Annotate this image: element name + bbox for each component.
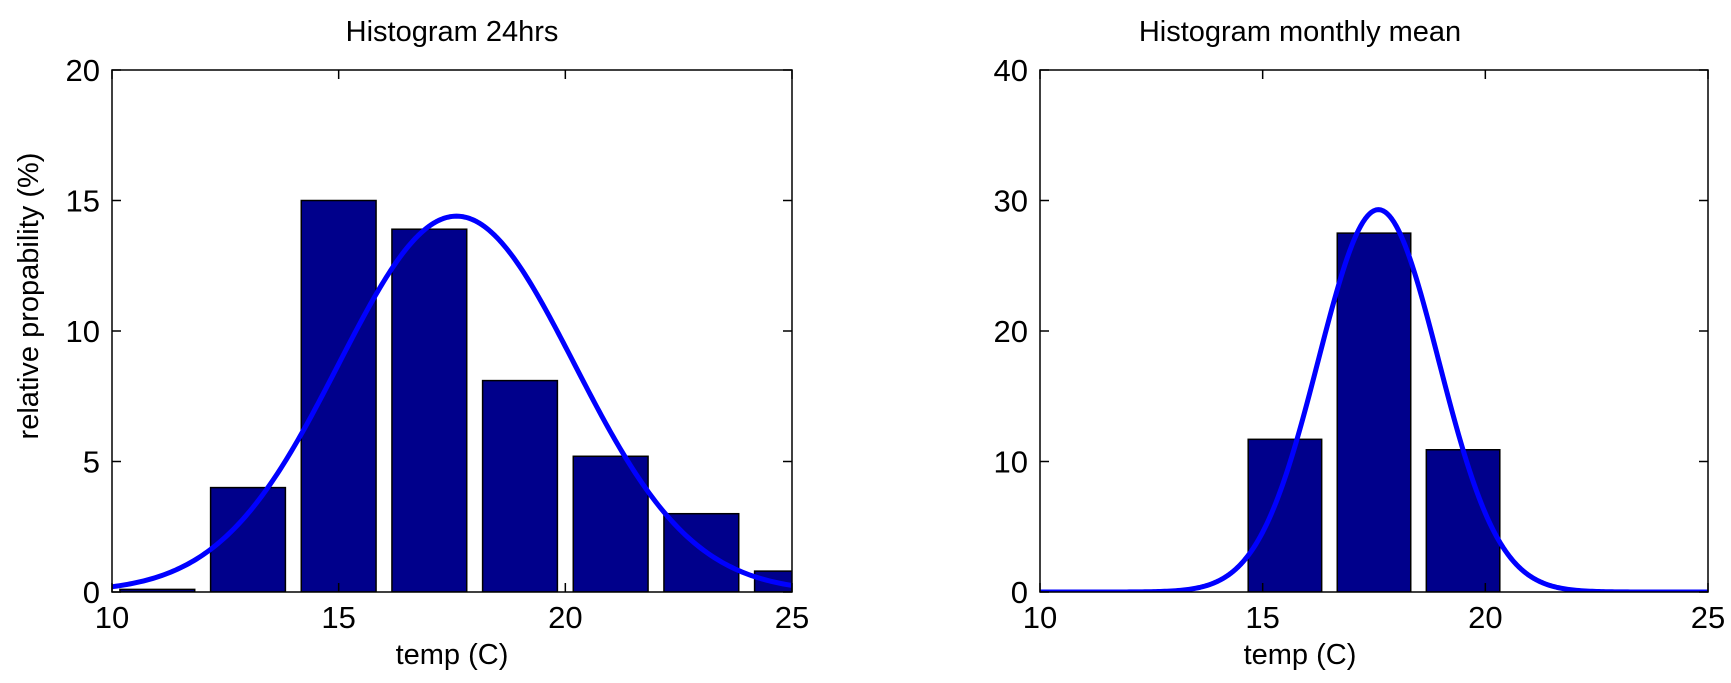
bar-1 xyxy=(1336,232,1412,592)
y-tick-label: 5 xyxy=(83,445,100,480)
y-tick-label: 0 xyxy=(83,575,100,610)
y-tick-label: 30 xyxy=(994,184,1028,219)
x-tick-label: 25 xyxy=(775,600,809,635)
curve-group xyxy=(112,213,792,590)
chart-histogram-24hrs: Histogram 24hrs relative propability (%)… xyxy=(13,16,810,671)
y-tick-label: 20 xyxy=(66,53,100,88)
y-tick-label: 10 xyxy=(66,314,100,349)
axes: 10 15 20 25 0 5 10 15 20 xyxy=(66,53,810,635)
bar-group xyxy=(119,199,792,592)
x-axis-label: temp (C) xyxy=(1244,639,1357,671)
x-axis-label: temp (C) xyxy=(396,639,509,671)
y-tick-label: 0 xyxy=(1011,575,1028,610)
bar-0 xyxy=(1247,438,1323,592)
bar-5 xyxy=(572,455,649,592)
chart-histogram-monthly-mean: Histogram monthly mean temp (C) 10 15 20 25… xyxy=(994,16,1726,671)
chart-title: Histogram 24hrs xyxy=(346,16,559,48)
y-tick-label: 20 xyxy=(994,314,1028,349)
chart-title: Histogram monthly mean xyxy=(1139,16,1461,48)
bar-0 xyxy=(119,588,196,592)
x-tick-label: 20 xyxy=(1468,600,1502,635)
fit-curve xyxy=(112,213,792,590)
x-tick-label: 20 xyxy=(548,600,582,635)
y-axis-label: relative propability (%) xyxy=(13,153,45,440)
y-tick-label: 10 xyxy=(994,445,1028,480)
bar-4 xyxy=(481,379,559,592)
bar-2 xyxy=(300,199,377,592)
x-tick-label: 25 xyxy=(1691,600,1725,635)
bar-3 xyxy=(391,228,468,592)
y-tick-label: 40 xyxy=(994,53,1028,88)
x-tick-label: 15 xyxy=(1245,600,1279,635)
x-tick-label: 10 xyxy=(1023,600,1057,635)
y-tick-label: 15 xyxy=(66,184,100,219)
x-tick-label: 10 xyxy=(95,600,129,635)
bar-group xyxy=(1247,232,1501,592)
x-tick-label: 15 xyxy=(321,600,355,635)
